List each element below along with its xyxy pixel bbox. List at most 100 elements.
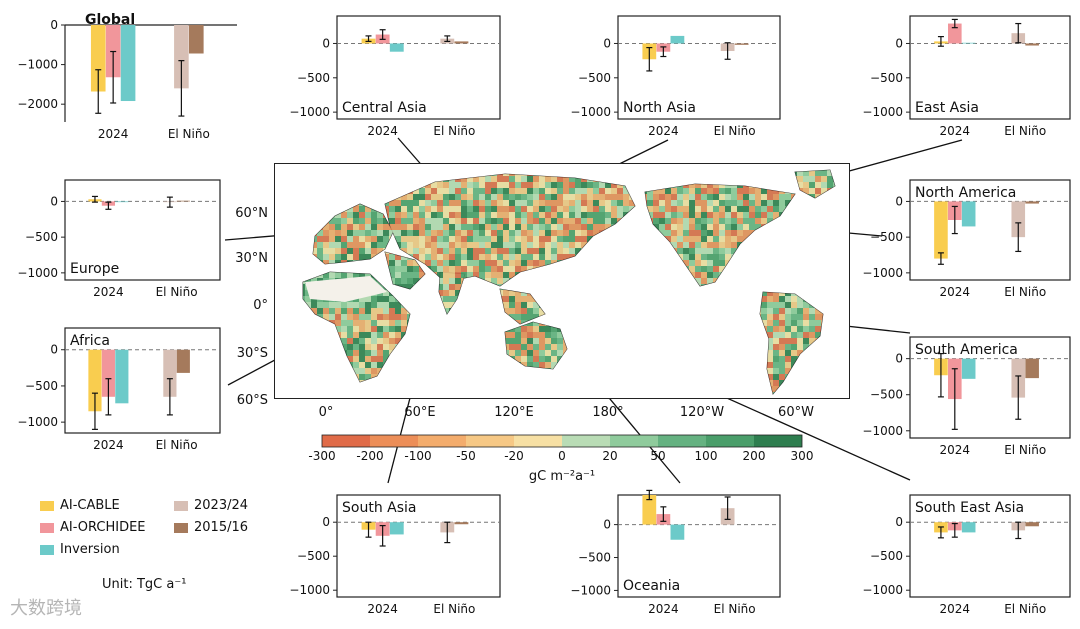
legend-label: 2023/24 <box>194 498 249 513</box>
bar-inversion-2024 <box>115 349 129 404</box>
colorbar-tick-label: -20 <box>504 449 524 463</box>
legend-item-inversion: Inversion <box>40 542 120 557</box>
x-tick-label: 2024 <box>648 602 679 616</box>
panel-title: North Asia <box>623 100 696 116</box>
error-bar <box>646 489 653 501</box>
x-tick-label: 2024 <box>648 124 679 138</box>
y-tick-label: 0 <box>50 343 58 357</box>
bar-inversion-2024 <box>389 522 404 535</box>
error-bar <box>951 368 958 430</box>
panel-frame <box>336 15 501 120</box>
x-tick-label: 2024 <box>940 443 971 457</box>
y-tick-label: −1000 <box>17 266 58 280</box>
bar-2015-16-el-ni-o <box>176 349 190 373</box>
y-tick-label: −1000 <box>862 266 903 280</box>
panel-frame <box>909 494 1071 598</box>
colorbar-segment <box>610 435 658 447</box>
colorbar-segment <box>418 435 466 447</box>
panel-south-asia: 0 −500 −1000 2024 El Niño South Asia <box>289 494 501 616</box>
error-bar <box>444 35 451 43</box>
panel-frame <box>909 15 1071 120</box>
colorbar-tick-label: -50 <box>456 449 476 463</box>
colorbar-segment <box>706 435 754 447</box>
y-tick-label: −500 <box>870 549 903 563</box>
panel-title: South America <box>915 342 1018 358</box>
panel-oceania: 0 −500 −1000 2024 El Niño Oceania <box>570 489 781 616</box>
panel-title: Global <box>85 12 135 28</box>
colorbar-border <box>321 434 803 448</box>
y-tick-label: −1000 <box>570 583 611 597</box>
x-tick-label: El Niño <box>714 602 756 616</box>
y-tick-label: 0 <box>603 36 611 50</box>
bar-2015-16-el-ni-o <box>1025 522 1039 527</box>
error-bar <box>166 378 173 416</box>
panel-title: Africa <box>70 333 110 349</box>
legend-item-2023-24: 2023/24 <box>174 498 248 513</box>
panel-frame <box>909 336 1071 439</box>
legend-swatch <box>40 500 54 511</box>
colorbar-segment <box>754 435 802 447</box>
error-bar <box>105 378 112 416</box>
error-bar <box>91 195 98 203</box>
map-lat-label: 30°S <box>237 346 268 361</box>
bar-2015-16-el-ni-o <box>1025 43 1039 46</box>
unit-label: Unit: TgC a⁻¹ <box>102 577 187 592</box>
x-tick-label: El Niño <box>168 127 210 141</box>
y-tick-label: −1000 <box>17 415 58 429</box>
y-tick-label: 0 <box>50 18 58 32</box>
panel-south-america: 0 −500 −1000 2024 El Niño South America <box>862 336 1071 457</box>
panel-title: East Asia <box>915 100 979 116</box>
legend-label: Inversion <box>60 542 120 557</box>
panel-title: Central Asia <box>342 100 427 116</box>
y-tick-label: 0 <box>322 36 330 50</box>
bar-2023-24-el-ni-o <box>163 349 177 397</box>
colorbar-tick-label: 300 <box>791 449 814 463</box>
x-tick-label: 2024 <box>940 124 971 138</box>
y-tick-label: −1000 <box>289 105 330 119</box>
x-tick-label: El Niño <box>156 438 198 452</box>
bar-2015-16-el-ni-o <box>454 522 469 525</box>
error-bar <box>444 521 451 544</box>
y-tick-label: −1000 <box>862 583 903 597</box>
error-bar <box>1015 375 1022 420</box>
colorbar-segment <box>466 435 514 447</box>
x-tick-label: El Niño <box>433 124 475 138</box>
panel-north-america: 0 −500 −1000 2024 El Niño North America <box>862 179 1071 299</box>
colorbar-segment <box>514 435 562 447</box>
panel-central-asia: 0 −500 −1000 2024 El Niño Central Asia <box>289 15 501 138</box>
bar-inversion-2024 <box>670 524 685 540</box>
error-bar <box>660 46 667 58</box>
y-tick-label: −500 <box>870 230 903 244</box>
colorbar-tick-label: -300 <box>308 449 335 463</box>
y-tick-label: −1000 <box>570 105 611 119</box>
error-bar <box>1015 22 1022 44</box>
y-tick-label: −500 <box>25 230 58 244</box>
legend-swatch <box>40 544 54 555</box>
y-tick-label: −500 <box>25 379 58 393</box>
map-lon-label: 60°E <box>404 405 435 420</box>
x-tick-label: 2024 <box>367 602 398 616</box>
error-bar <box>1015 521 1022 540</box>
y-tick-label: −500 <box>870 388 903 402</box>
error-bar <box>379 29 386 40</box>
colorbar-tick-label: 100 <box>695 449 718 463</box>
bar-ai-orchidee-2024 <box>101 349 115 397</box>
colorbar-tick-label: 20 <box>602 449 617 463</box>
bar-ai-orchidee-2024 <box>948 23 962 44</box>
map-lat-label: 60°S <box>237 393 268 408</box>
colorbar-segment <box>658 435 706 447</box>
x-tick-label: 2024 <box>93 285 124 299</box>
x-tick-label: El Niño <box>156 285 198 299</box>
x-tick-label: 2024 <box>93 438 124 452</box>
colorbar-segment <box>370 435 418 447</box>
error-bar <box>91 392 98 430</box>
error-bar <box>937 252 944 265</box>
error-bar <box>951 522 958 538</box>
panel-title: Europe <box>70 261 119 277</box>
error-bar <box>1015 222 1022 253</box>
y-tick-label: −1000 <box>862 424 903 438</box>
error-bar <box>724 42 731 60</box>
error-bar <box>178 60 185 117</box>
panel-title: Oceania <box>623 578 680 594</box>
panel-europe: 0 −500 −1000 2024 El Niño Europe <box>17 179 221 299</box>
